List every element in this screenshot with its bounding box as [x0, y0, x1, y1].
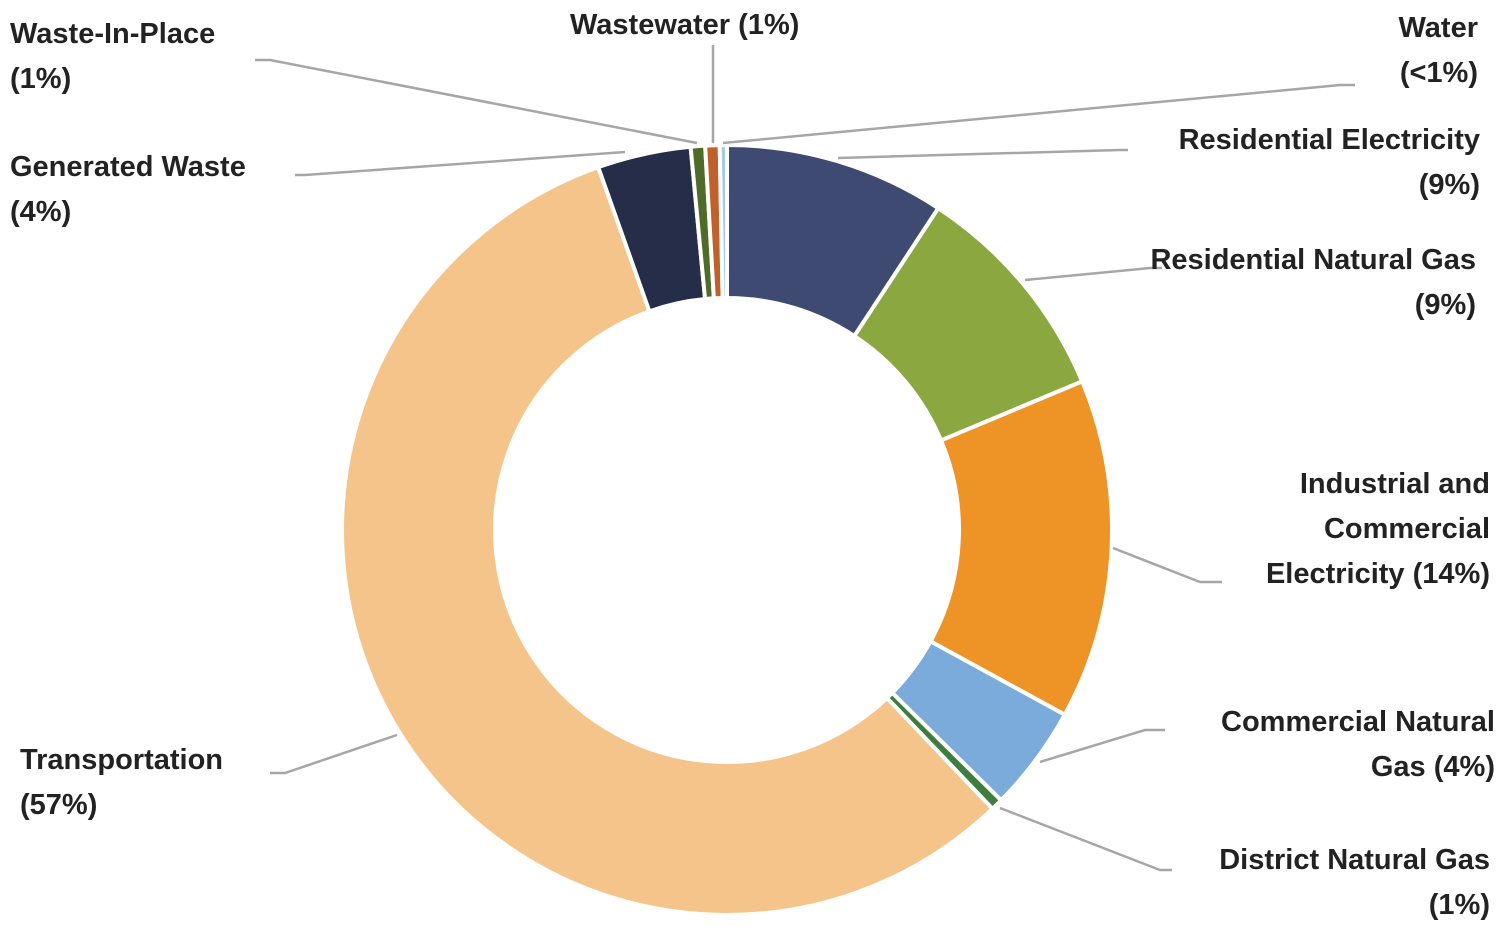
- slice-label: Residential Electricity (9%): [1060, 118, 1480, 208]
- category-name: Wastewater: [570, 9, 731, 41]
- value-label: (14%): [1412, 558, 1490, 590]
- slice-label: Water (<1%): [1328, 6, 1479, 96]
- donut-slice: [717, 142, 729, 301]
- category-name: Residential Electricity: [1178, 124, 1480, 156]
- leader-line: [295, 150, 626, 177]
- leader-line: [255, 58, 698, 145]
- leader-line: [999, 806, 1172, 872]
- leader-line: [1112, 546, 1222, 584]
- slice-label: Generated Waste (4%): [10, 145, 330, 235]
- donut-slice: [339, 164, 996, 917]
- value-label: (<1%): [1399, 57, 1478, 89]
- leader-line: [1039, 728, 1165, 764]
- value-label: (1%): [1428, 889, 1490, 921]
- leader-line: [722, 83, 1355, 145]
- category-name: Water: [1398, 12, 1479, 44]
- value-label: (57%): [20, 789, 98, 821]
- value-label: (1%): [10, 63, 72, 95]
- value-label: (9%): [1414, 289, 1476, 321]
- slice-label: Residential Natural Gas (9%): [1136, 238, 1476, 328]
- category-name: District Natural Gas: [1219, 844, 1490, 876]
- value-label: (4%): [10, 196, 72, 228]
- category-name: Waste-In-Place: [10, 18, 216, 50]
- category-name: Generated Waste: [10, 151, 246, 183]
- slice-label: Wastewater (1%): [570, 3, 890, 48]
- slice-label: District Natural Gas (1%): [1070, 838, 1490, 928]
- slice-label: Commercial Natural Gas (4%): [1165, 700, 1495, 790]
- category-name: Industrial and Commercial Electricity: [1265, 468, 1490, 590]
- donut-slice: [927, 378, 1114, 718]
- category-name: Transportation: [20, 744, 224, 776]
- leader-line: [270, 733, 398, 775]
- category-name: Commercial Natural Gas: [1221, 706, 1495, 783]
- leader-line: [837, 148, 1128, 160]
- slice-label: Industrial and Commercial Electricity (1…: [1180, 462, 1490, 597]
- slice-label: Waste-In-Place (1%): [10, 12, 310, 102]
- leader-line: [1024, 266, 1162, 282]
- category-name: Residential Natural Gas: [1150, 244, 1476, 276]
- value-label: (1%): [738, 9, 800, 41]
- value-label: (9%): [1418, 169, 1480, 201]
- slice-label: Transportation (57%): [20, 738, 320, 828]
- value-label: (4%): [1433, 751, 1495, 783]
